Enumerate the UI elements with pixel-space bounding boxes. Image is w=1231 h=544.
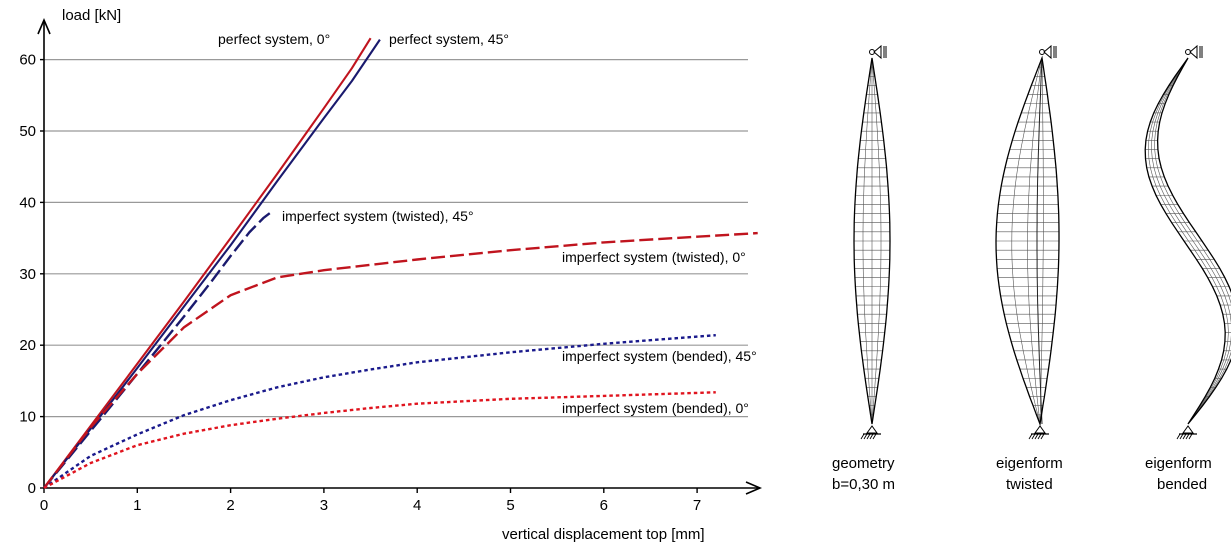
y-tick-label: 60 bbox=[19, 52, 36, 69]
series-lines bbox=[43, 37, 758, 490]
bottom-support bbox=[1034, 433, 1039, 440]
bottom-support bbox=[1028, 433, 1033, 440]
mesh-line bbox=[1154, 57, 1231, 425]
x-axis-arrow bbox=[745, 481, 763, 495]
top-support bbox=[1043, 44, 1052, 60]
series-line-0 bbox=[43, 37, 372, 489]
diagram-outline bbox=[853, 57, 891, 425]
diagram-0 bbox=[853, 44, 891, 440]
bottom-support bbox=[1040, 433, 1045, 440]
x-tick-label: 0 bbox=[40, 497, 48, 514]
y-tick-label: 0 bbox=[28, 480, 36, 497]
mesh-line bbox=[1148, 57, 1229, 425]
caption-bended-line2: bended bbox=[1157, 476, 1207, 493]
series-line-4 bbox=[43, 334, 716, 489]
bottom-support bbox=[866, 425, 878, 434]
x-tick-label: 5 bbox=[506, 497, 514, 514]
diagram-outline bbox=[1144, 57, 1231, 425]
y-tick-label: 10 bbox=[19, 409, 36, 426]
diagram-2 bbox=[1144, 44, 1231, 440]
series-line-5 bbox=[43, 391, 716, 490]
bottom-support bbox=[866, 433, 871, 440]
y-tick-label: 40 bbox=[19, 194, 36, 211]
bottom-support bbox=[1034, 425, 1046, 434]
annotation-twisted-0: imperfect system (twisted), 0° bbox=[562, 249, 746, 265]
bottom-support bbox=[863, 433, 868, 440]
bottom-support bbox=[1182, 433, 1187, 440]
bottom-support bbox=[1037, 433, 1042, 440]
bottom-support bbox=[1182, 425, 1194, 434]
bottom-support bbox=[1179, 433, 1184, 440]
caption-twisted-line2: twisted bbox=[1006, 476, 1053, 493]
top-support bbox=[873, 44, 882, 60]
top-support bbox=[1189, 44, 1198, 60]
mesh-line bbox=[862, 57, 873, 425]
mesh-line bbox=[1039, 57, 1044, 425]
annotation-twisted-45: imperfect system (twisted), 45° bbox=[282, 208, 474, 224]
mesh-line bbox=[1151, 57, 1231, 425]
mesh-line bbox=[1027, 57, 1043, 425]
x-tick-label: 7 bbox=[693, 497, 701, 514]
y-tick-label: 50 bbox=[19, 123, 36, 140]
eigenform-diagrams bbox=[853, 44, 1231, 440]
x-axis-label: vertical displacement top [mm] bbox=[502, 526, 705, 543]
bottom-support bbox=[1188, 433, 1193, 440]
annotation-bended-45: imperfect system (bended), 45° bbox=[562, 348, 757, 364]
caption-bended-line1: eigenform bbox=[1145, 455, 1212, 472]
diagram-1 bbox=[995, 44, 1060, 440]
bottom-support bbox=[872, 433, 877, 440]
mesh-line bbox=[1011, 57, 1043, 425]
bottom-support bbox=[869, 433, 874, 440]
mesh-line bbox=[1036, 57, 1043, 425]
bottom-support bbox=[1176, 433, 1181, 440]
x-tick-label: 4 bbox=[413, 497, 421, 514]
series-line-3 bbox=[43, 231, 758, 489]
x-tick-label: 2 bbox=[226, 497, 234, 514]
annotation-perfect-0: perfect system, 0° bbox=[218, 31, 330, 47]
bottom-support bbox=[1185, 433, 1190, 440]
mesh-line bbox=[871, 57, 882, 425]
annotation-perfect-45: perfect system, 45° bbox=[389, 31, 509, 47]
caption-geometry-line1: geometry bbox=[832, 455, 895, 472]
y-tick-label: 20 bbox=[19, 337, 36, 354]
diagram-outline bbox=[995, 55, 1060, 427]
x-tick-label: 1 bbox=[133, 497, 141, 514]
x-tick-label: 6 bbox=[600, 497, 608, 514]
series-line-2 bbox=[43, 212, 271, 489]
axes bbox=[37, 17, 763, 495]
bottom-support bbox=[1031, 433, 1036, 440]
y-tick-label: 30 bbox=[19, 266, 36, 283]
y-axis-arrow bbox=[37, 17, 51, 35]
tick-labels: 0 10 20 30 40 50 60 0 1 2 3 4 5 6 7 bbox=[19, 52, 701, 514]
y-axis-label: load [kN] bbox=[62, 7, 121, 24]
caption-geometry-line2: b=0,30 m bbox=[832, 476, 895, 493]
caption-twisted-line1: eigenform bbox=[996, 455, 1063, 472]
bottom-support bbox=[860, 433, 865, 440]
annotation-bended-0: imperfect system (bended), 0° bbox=[562, 400, 749, 416]
x-tick-label: 3 bbox=[320, 497, 328, 514]
